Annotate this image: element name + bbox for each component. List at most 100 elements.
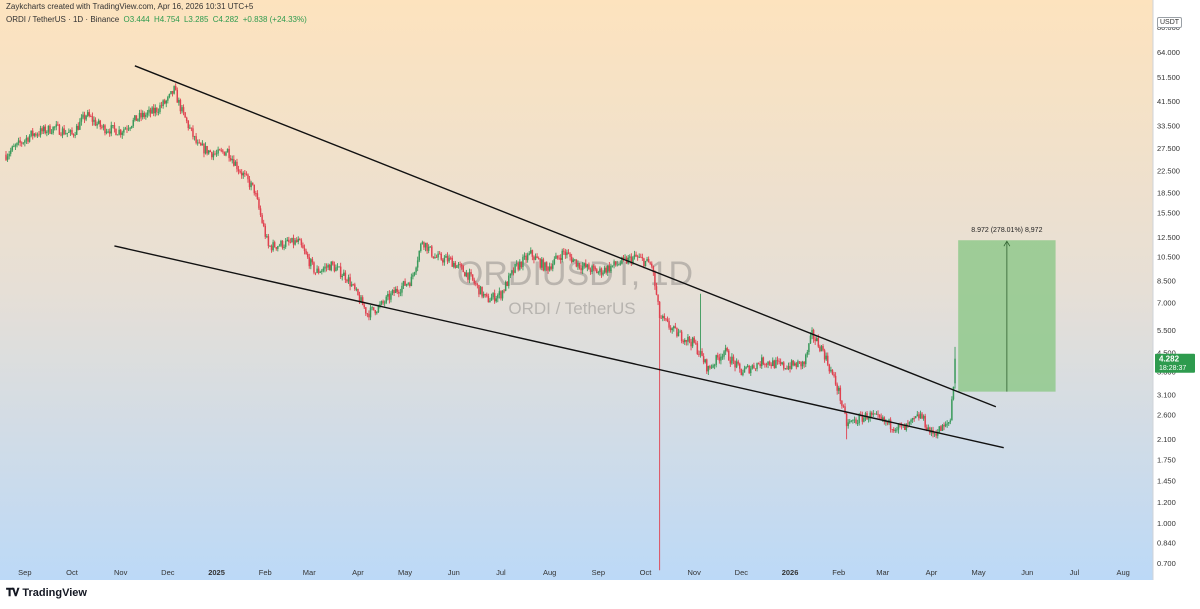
candle-body <box>481 286 483 297</box>
candle-body <box>537 258 540 259</box>
candle-body <box>897 423 900 430</box>
candle-body <box>748 365 750 374</box>
candle-body <box>173 86 175 94</box>
candle-body <box>203 143 205 154</box>
candle-body <box>839 387 842 401</box>
candle-body <box>104 125 106 134</box>
candle-body <box>665 318 667 320</box>
candle-body <box>933 433 936 435</box>
candle-body <box>814 338 816 342</box>
candle-body <box>833 374 835 376</box>
candle-body <box>870 412 873 415</box>
tradingview-logo[interactable]: 𝐓𝐕 TradingView <box>6 587 87 600</box>
candle-body <box>523 255 526 257</box>
candle-body <box>952 386 955 400</box>
candle-body <box>643 258 645 267</box>
candle-body <box>816 338 818 342</box>
candle-body <box>624 257 626 259</box>
candle-body <box>358 294 361 303</box>
candle-body <box>101 126 103 128</box>
candle-body <box>574 259 576 261</box>
candle-body <box>64 133 67 135</box>
candle-body <box>140 112 142 118</box>
candle-body <box>308 257 310 267</box>
candle-body <box>93 119 95 122</box>
y-tick-label: 7.000 <box>1157 299 1176 308</box>
candle-body <box>283 246 285 248</box>
candle-body <box>123 129 125 133</box>
candle-body <box>886 420 889 424</box>
candle-body <box>363 305 365 308</box>
candle-body <box>702 356 705 363</box>
candle-body <box>346 279 348 282</box>
candle-body <box>217 149 219 154</box>
candle-body <box>552 263 554 269</box>
candle-body <box>388 293 391 300</box>
y-tick-label: 3.100 <box>1157 391 1176 400</box>
candle-body <box>569 253 571 257</box>
candle-body <box>575 259 578 267</box>
candle-body <box>328 264 331 271</box>
candle-body <box>541 259 543 268</box>
y-tick-label: 1.000 <box>1157 519 1176 528</box>
candle-body <box>908 421 911 425</box>
candle-body <box>508 275 510 286</box>
y-tick-label: 22.500 <box>1157 166 1180 175</box>
candle-body <box>171 90 174 94</box>
candle-body <box>113 125 116 129</box>
candle-body <box>182 107 185 113</box>
candle-body <box>745 366 747 369</box>
candle-body <box>443 257 446 263</box>
candle-body <box>556 255 559 258</box>
candle-body <box>105 131 108 134</box>
candle-body <box>270 245 273 251</box>
candle-body <box>724 348 727 352</box>
candle-body <box>426 242 428 251</box>
candle-body <box>58 124 61 135</box>
candle-body <box>6 156 9 160</box>
candle-body <box>110 125 113 134</box>
candle-body <box>303 248 306 251</box>
candle-body <box>22 142 25 144</box>
x-tick-label: Apr <box>926 568 938 577</box>
candle-body <box>806 352 809 355</box>
candle-body <box>845 413 848 427</box>
candle-body <box>709 366 711 368</box>
candle-body <box>478 284 480 295</box>
x-tick-label: Sep <box>592 568 605 577</box>
symbol-name[interactable]: ORDI / TetherUS · 1D · Binance <box>6 15 120 24</box>
candle-body <box>907 423 909 425</box>
candle-body <box>423 242 425 248</box>
candle-body <box>416 260 419 268</box>
candle-body <box>701 351 703 357</box>
x-tick-label: Nov <box>114 568 128 577</box>
candle-body <box>578 263 581 269</box>
y-tick-label: 15.500 <box>1157 209 1180 218</box>
candle-body <box>690 341 692 347</box>
candle-body <box>647 258 650 263</box>
currency-label[interactable]: USDT <box>1157 17 1183 28</box>
candle-body <box>629 256 631 258</box>
candle-body <box>558 257 560 259</box>
candle-body <box>878 414 881 417</box>
candle-body <box>108 131 111 134</box>
candle-body <box>583 263 585 266</box>
candle-body <box>240 172 243 176</box>
candle-body <box>401 285 403 293</box>
candle-body <box>776 360 779 362</box>
candle-body <box>872 413 875 415</box>
candle-body <box>152 107 155 114</box>
x-tick-label: Oct <box>66 568 79 577</box>
candle-body <box>313 262 315 273</box>
candle-body <box>341 275 343 278</box>
candle-body <box>591 266 593 272</box>
candle-body <box>883 417 886 423</box>
candle-body <box>630 256 633 264</box>
candle-body <box>570 256 573 263</box>
candle-body <box>387 293 389 297</box>
candle-body <box>734 360 736 368</box>
candle-body <box>457 264 460 266</box>
candle-body <box>732 356 735 361</box>
candle-body <box>790 360 793 369</box>
